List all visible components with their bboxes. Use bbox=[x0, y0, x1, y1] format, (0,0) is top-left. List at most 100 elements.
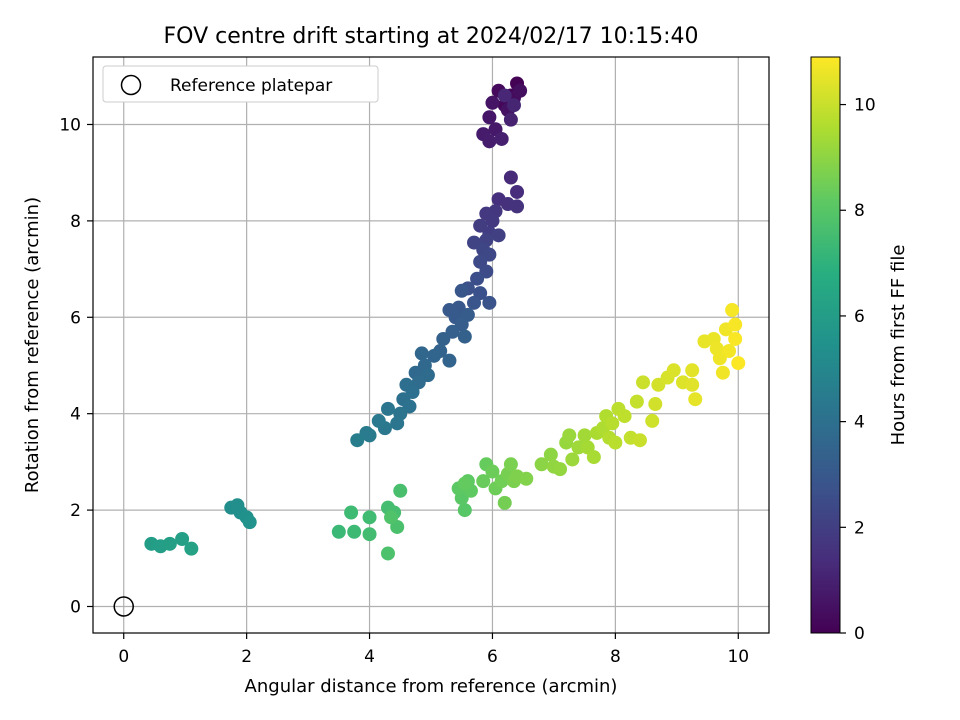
data-point bbox=[503, 112, 518, 127]
data-point bbox=[497, 88, 512, 103]
data-point bbox=[608, 435, 623, 450]
y-tick-label: 8 bbox=[70, 212, 81, 232]
colorbar-tick-label: 8 bbox=[854, 201, 865, 221]
data-point bbox=[344, 505, 359, 520]
x-tick-label: 8 bbox=[610, 647, 621, 667]
data-point bbox=[414, 346, 429, 361]
data-point bbox=[393, 483, 408, 498]
data-point bbox=[436, 331, 451, 346]
data-point bbox=[543, 447, 558, 462]
y-tick-label: 2 bbox=[70, 501, 81, 521]
data-point bbox=[722, 344, 737, 359]
data-point bbox=[380, 401, 395, 416]
data-point bbox=[632, 433, 647, 448]
data-point bbox=[331, 524, 346, 539]
data-point bbox=[728, 331, 743, 346]
data-point bbox=[577, 428, 592, 443]
data-point bbox=[586, 450, 601, 465]
x-tick-label: 4 bbox=[364, 647, 375, 667]
data-point bbox=[648, 397, 663, 412]
data-point bbox=[497, 495, 512, 510]
data-point bbox=[513, 83, 528, 98]
data-point bbox=[162, 536, 177, 551]
y-tick-label: 6 bbox=[70, 308, 81, 328]
colorbar-tick-label: 10 bbox=[854, 96, 876, 116]
data-point bbox=[565, 452, 580, 467]
data-point bbox=[482, 134, 497, 149]
data-point bbox=[476, 474, 491, 489]
data-point bbox=[380, 546, 395, 561]
data-point bbox=[482, 295, 497, 310]
data-point bbox=[534, 457, 549, 472]
data-point bbox=[362, 527, 377, 542]
data-point bbox=[605, 416, 620, 431]
reference-marker bbox=[113, 596, 134, 617]
colorbar-tick-label: 4 bbox=[854, 413, 865, 433]
legend-entry: Reference platepar bbox=[170, 76, 332, 96]
data-point bbox=[688, 392, 703, 407]
data-point bbox=[350, 433, 365, 448]
colorbar-tick-label: 0 bbox=[854, 624, 865, 644]
data-point bbox=[390, 416, 405, 431]
data-point bbox=[503, 457, 518, 472]
x-axis-label: Angular distance from reference (arcmin) bbox=[245, 676, 618, 697]
data-point bbox=[470, 271, 485, 286]
colorbar: 0 2 4 6 8 10 Hours from first FF file bbox=[810, 56, 909, 644]
y-axis-ticks: 0 2 4 6 8 10 bbox=[59, 115, 93, 617]
data-point bbox=[482, 110, 497, 125]
data-point bbox=[685, 377, 700, 392]
data-point bbox=[485, 95, 500, 110]
data-point bbox=[629, 394, 644, 409]
data-point bbox=[427, 348, 442, 363]
data-point bbox=[510, 184, 525, 199]
data-point bbox=[442, 353, 457, 368]
data-point bbox=[457, 476, 472, 491]
data-point bbox=[485, 464, 500, 479]
data-point bbox=[175, 532, 190, 547]
data-point bbox=[636, 375, 651, 390]
data-point bbox=[503, 170, 518, 185]
colorbar-label: Hours from first FF file bbox=[888, 245, 909, 446]
data-point bbox=[562, 428, 577, 443]
data-point bbox=[467, 295, 482, 310]
legend: Reference platepar bbox=[102, 65, 379, 103]
data-point bbox=[491, 228, 506, 243]
data-point bbox=[645, 413, 660, 428]
data-point bbox=[728, 317, 743, 332]
legend-box bbox=[102, 65, 379, 103]
x-tick-label: 0 bbox=[118, 647, 129, 667]
data-point bbox=[715, 365, 730, 380]
x-tick-label: 6 bbox=[487, 647, 498, 667]
x-tick-label: 2 bbox=[241, 647, 252, 667]
scatter-points bbox=[144, 76, 746, 561]
chart-title: FOV centre drift starting at 2024/02/17 … bbox=[164, 24, 699, 49]
data-point bbox=[510, 199, 525, 214]
data-point bbox=[454, 283, 469, 298]
data-point bbox=[725, 303, 740, 318]
y-tick-label: 4 bbox=[70, 405, 81, 425]
data-point bbox=[242, 515, 257, 530]
y-tick-label: 10 bbox=[59, 115, 81, 135]
x-axis-ticks: 0 2 4 6 8 10 bbox=[118, 633, 749, 667]
data-point bbox=[519, 471, 534, 486]
y-axis-label: Rotation from reference (arcmin) bbox=[22, 197, 43, 493]
data-point bbox=[457, 329, 472, 344]
data-point bbox=[553, 462, 568, 477]
data-point bbox=[371, 413, 386, 428]
data-point bbox=[457, 503, 472, 518]
data-point bbox=[362, 510, 377, 525]
plot-frame bbox=[92, 56, 770, 634]
data-point bbox=[666, 363, 681, 378]
colorbar-ticks: 0 2 4 6 8 10 bbox=[840, 96, 876, 644]
colorbar-tick-label: 2 bbox=[854, 518, 865, 538]
data-point bbox=[485, 213, 500, 228]
data-point bbox=[506, 98, 521, 113]
colorbar-tick-label: 6 bbox=[854, 307, 865, 327]
data-point bbox=[384, 510, 399, 525]
data-point bbox=[617, 409, 632, 424]
data-point bbox=[184, 541, 199, 556]
y-tick-label: 0 bbox=[70, 597, 81, 617]
legend-marker-icon bbox=[120, 74, 142, 96]
colorbar-gradient bbox=[810, 56, 841, 634]
